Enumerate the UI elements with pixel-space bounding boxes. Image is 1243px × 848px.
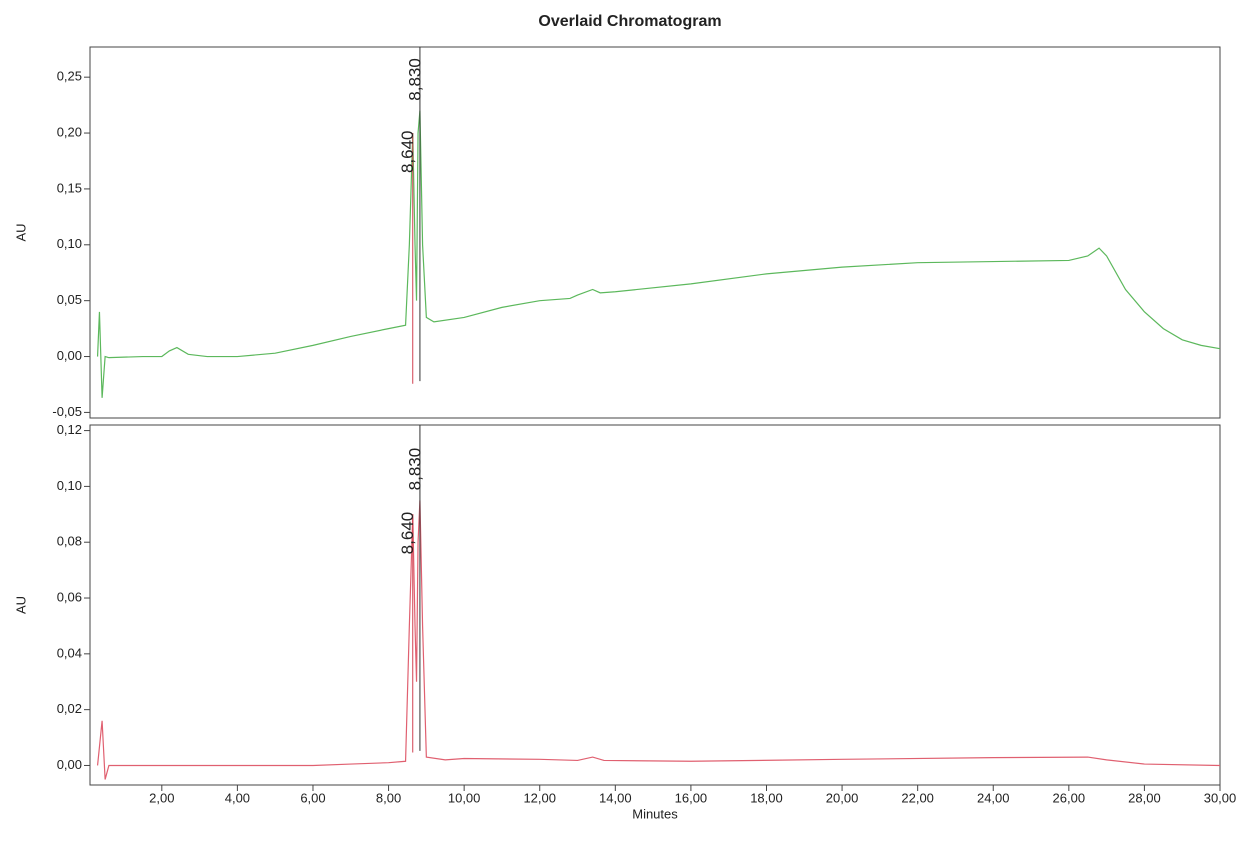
x-tick-label: 16,00 xyxy=(675,790,708,805)
chart-title: Overlaid Chromatogram xyxy=(538,13,721,30)
y-tick-label: 0,15 xyxy=(57,180,82,195)
x-tick-label: 6,00 xyxy=(300,790,325,805)
y-axis-label: AU xyxy=(13,223,28,241)
x-tick-label: 2,00 xyxy=(149,790,174,805)
y-tick-label: 0,00 xyxy=(57,757,82,772)
y-tick-label: -0,05 xyxy=(52,404,82,419)
y-tick-label: 0,04 xyxy=(57,645,82,660)
y-axis-label: AU xyxy=(13,596,28,614)
y-tick-label: 0,10 xyxy=(57,236,82,251)
peak-label: 8,830 xyxy=(405,448,424,491)
peak-label: 8,640 xyxy=(398,512,417,555)
y-tick-label: 0,00 xyxy=(57,348,82,363)
x-tick-label: 28,00 xyxy=(1128,790,1161,805)
y-tick-label: 0,06 xyxy=(57,589,82,604)
x-tick-label: 24,00 xyxy=(977,790,1010,805)
peak-label: 8,640 xyxy=(398,130,417,173)
x-tick-label: 4,00 xyxy=(225,790,250,805)
y-tick-label: 0,05 xyxy=(57,292,82,307)
x-tick-label: 18,00 xyxy=(750,790,783,805)
y-tick-label: 0,12 xyxy=(57,422,82,437)
x-tick-label: 26,00 xyxy=(1053,790,1086,805)
y-tick-label: 0,08 xyxy=(57,534,82,549)
x-tick-label: 12,00 xyxy=(523,790,556,805)
y-tick-label: 0,10 xyxy=(57,478,82,493)
x-tick-label: 30,00 xyxy=(1204,790,1237,805)
x-tick-label: 20,00 xyxy=(826,790,859,805)
x-tick-label: 22,00 xyxy=(901,790,934,805)
x-tick-label: 10,00 xyxy=(448,790,481,805)
x-tick-label: 14,00 xyxy=(599,790,632,805)
x-tick-label: 8,00 xyxy=(376,790,401,805)
trace-line xyxy=(96,110,1221,398)
x-axis-label: Minutes xyxy=(632,806,678,821)
peak-label: 8,830 xyxy=(405,58,424,101)
y-tick-label: 0,20 xyxy=(57,124,82,139)
y-tick-label: 0,02 xyxy=(57,701,82,716)
y-tick-label: 0,25 xyxy=(57,69,82,84)
trace-line xyxy=(96,500,1221,780)
plot-frame xyxy=(89,424,1221,786)
plot-frame xyxy=(89,46,1221,419)
